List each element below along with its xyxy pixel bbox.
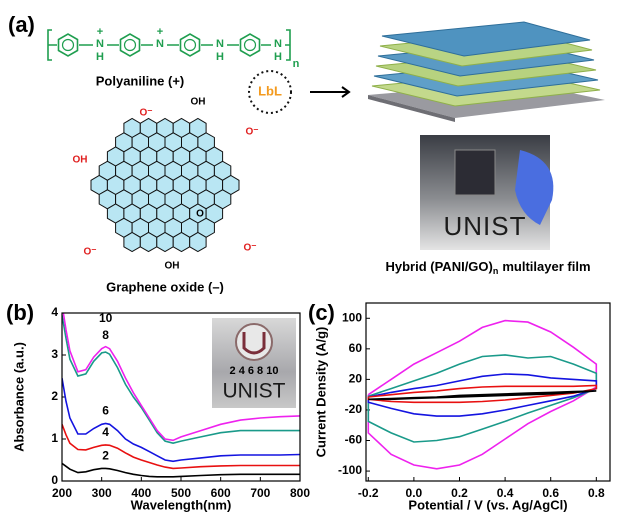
panel-label: (c) <box>308 300 335 325</box>
go-ring <box>124 233 140 252</box>
x-tick-label: 800 <box>290 486 310 500</box>
go-ring <box>190 233 206 252</box>
sample <box>455 150 495 195</box>
y-tick-label: 100 <box>342 310 362 324</box>
y-tick-label: 20 <box>349 372 363 386</box>
x-axis-title: Potential / V (vs. Ag/AgCl) <box>408 497 567 512</box>
x-tick-label: 200 <box>52 486 72 500</box>
go-ring <box>140 233 157 252</box>
x-tick-label: -0.2 <box>358 486 379 500</box>
y-tick-label: 2 <box>51 389 58 403</box>
atom: O⁻ <box>245 127 258 138</box>
atom: N <box>156 38 164 50</box>
series-label: 4 <box>102 425 109 439</box>
atom: N <box>216 38 224 50</box>
series-label: 8 <box>102 328 109 342</box>
atom: H <box>274 51 282 63</box>
atom: H <box>216 51 224 63</box>
y-tick-label: -60 <box>345 433 363 447</box>
pani-name: Polyaniline (+) <box>96 73 185 88</box>
atom: N <box>96 38 104 50</box>
y-tick-label: 0 <box>51 473 58 487</box>
y-tick-label: -100 <box>338 463 362 477</box>
series-label: 6 <box>102 404 109 418</box>
benzene <box>181 34 200 56</box>
atom: OH <box>191 97 206 108</box>
benzene <box>59 34 78 56</box>
y-tick-label: 3 <box>51 347 58 361</box>
atom: OH <box>73 155 88 166</box>
benzene <box>121 34 140 56</box>
atom: N <box>274 38 282 50</box>
inset-label: 2 4 6 8 10 <box>230 365 279 377</box>
series-label: 2 <box>102 449 109 463</box>
figure: (a) Polyaniline (+) LbL Graphene oxide (… <box>0 0 617 514</box>
go-name: Graphene oxide (–) <box>106 279 224 294</box>
photo-text: UNIST <box>444 211 527 241</box>
atom: O⁻ <box>243 243 256 254</box>
lbl: LbL <box>258 83 282 98</box>
panel-label: (a) <box>8 12 35 37</box>
ring <box>125 40 136 51</box>
go-ring <box>157 233 173 252</box>
film-name-rest: multilayer film <box>502 259 590 274</box>
film <box>368 22 605 122</box>
atom: n <box>293 58 300 70</box>
y-tick-label: -20 <box>345 402 363 416</box>
arrow <box>310 87 349 97</box>
go-ring <box>173 233 190 252</box>
x-tick-label: 300 <box>92 486 112 500</box>
plot-area <box>368 321 596 469</box>
atom: O⁻ <box>83 247 96 258</box>
atom: + <box>157 26 163 38</box>
y-tick-label: 4 <box>51 305 58 319</box>
y-tick-label: 1 <box>51 431 58 445</box>
x-axis-title: Wavelength(nm) <box>131 497 232 512</box>
atom: O <box>196 209 204 220</box>
y-axis-title: Absorbance (a.u.) <box>11 342 26 452</box>
atom: + <box>97 26 103 38</box>
x-tick-label: 700 <box>250 486 270 500</box>
ring <box>63 40 74 51</box>
y-axis-title: Current Density (A/g) <box>313 327 328 458</box>
film-name-main: Hybrid (PANI/GO) <box>385 259 492 274</box>
panel-label: (b) <box>6 300 34 325</box>
atom: H <box>96 51 104 63</box>
film-name-sub: n <box>493 266 499 276</box>
inset-label: UNIST <box>223 380 286 403</box>
ring <box>185 40 196 51</box>
atom: O⁻ <box>139 108 152 119</box>
inset-logo <box>236 324 272 360</box>
x-tick-label: 0.8 <box>588 486 605 500</box>
benzene <box>241 34 260 56</box>
ring <box>245 40 256 51</box>
atom: OH <box>165 261 180 272</box>
y-tick-label: 60 <box>349 341 363 355</box>
panel-a: (a) Polyaniline (+) LbL Graphene oxide (… <box>8 12 605 295</box>
